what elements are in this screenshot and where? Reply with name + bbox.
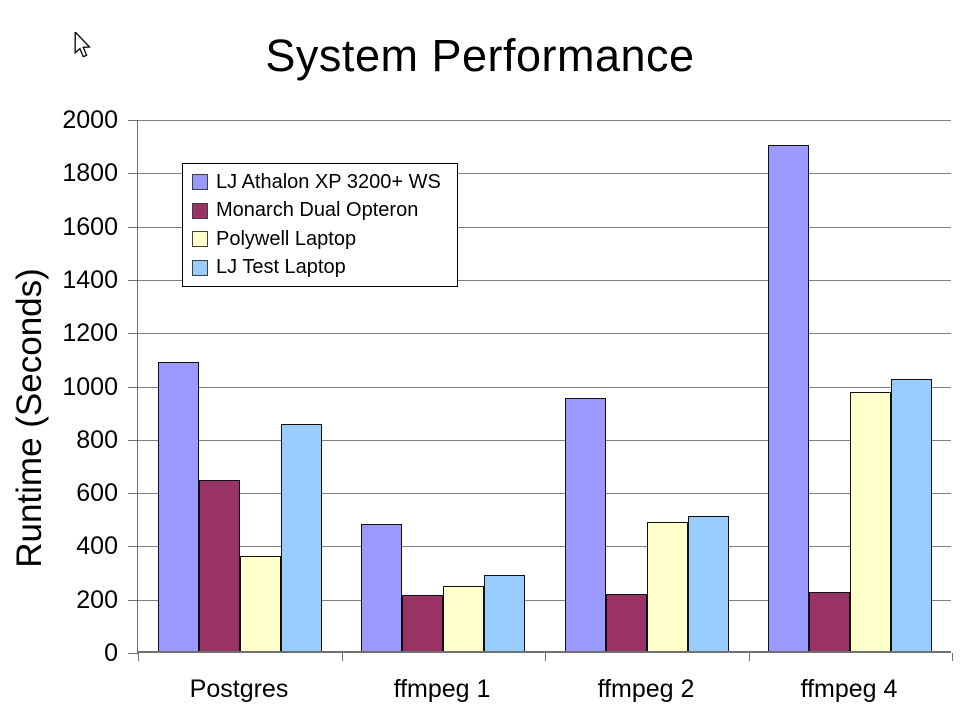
- legend-item: Monarch Dual Opteron: [192, 199, 451, 222]
- bar-ffmpeg-1-series-2: [443, 586, 484, 651]
- plot-area: [128, 120, 953, 661]
- gridline-1600: [138, 227, 951, 228]
- bar-ffmpeg-2-series-3: [688, 516, 729, 651]
- y-tick-mark: [128, 173, 138, 174]
- y-tick-mark: [128, 387, 138, 388]
- y-tick-mark: [128, 440, 138, 441]
- gridline-1400: [138, 280, 951, 281]
- x-tick-mark: [545, 653, 546, 661]
- y-tick-mark: [128, 546, 138, 547]
- bar-ffmpeg-1-series-3: [484, 575, 525, 651]
- y-tick-label: 800: [76, 426, 118, 454]
- bar-ffmpeg-4-series-0: [768, 145, 809, 651]
- gridline-2000: [138, 120, 951, 121]
- gridline-800: [138, 440, 951, 441]
- x-category-label: Postgres: [189, 675, 289, 703]
- legend-swatch-icon: [192, 174, 208, 191]
- bar-ffmpeg-1-series-1: [402, 595, 443, 651]
- bar-postgres-series-2: [240, 556, 281, 651]
- y-axis-tick-labels: 0 200 400 600 800 1000 1200 1400 1600 1800 2000: [0, 108, 118, 666]
- gridline-600: [138, 493, 951, 494]
- legend-item: LJ Test Laptop: [192, 256, 451, 279]
- y-tick-label: 200: [76, 586, 118, 614]
- bar-ffmpeg-4-series-3: [891, 379, 932, 651]
- y-tick-mark: [128, 227, 138, 228]
- bar-ffmpeg-2-series-2: [647, 522, 688, 651]
- bar-ffmpeg-2-series-0: [565, 398, 606, 651]
- bar-ffmpeg-2-series-1: [606, 594, 647, 651]
- y-tick-label: 1600: [62, 213, 118, 241]
- legend-swatch-icon: [192, 259, 208, 276]
- legend: LJ Athalon XP 3200+ WS Monarch Dual Opter…: [182, 163, 458, 287]
- y-tick-label: 0: [104, 639, 118, 667]
- chart-title: System Performance: [265, 30, 695, 81]
- gridline-200: [138, 600, 951, 601]
- gridline-400: [138, 546, 951, 547]
- bar-postgres-series-1: [199, 480, 240, 651]
- bar-ffmpeg-4-series-1: [809, 592, 850, 651]
- gridline-1200: [138, 333, 951, 334]
- x-tick-mark: [749, 653, 750, 661]
- y-tick-mark: [128, 600, 138, 601]
- gridline-1800: [138, 173, 951, 174]
- y-tick-label: 400: [76, 532, 118, 560]
- y-tick-mark: [128, 280, 138, 281]
- x-category-label: ffmpeg 4: [800, 675, 898, 703]
- y-tick-mark: [128, 653, 138, 654]
- legend-item-label: Polywell Laptop: [216, 227, 357, 250]
- legend-swatch-icon: [192, 231, 208, 248]
- legend-item: LJ Athalon XP 3200+ WS: [192, 171, 451, 194]
- y-tick-mark: [128, 333, 138, 334]
- legend-item: Polywell Laptop: [192, 228, 451, 251]
- y-tick-label: 1400: [62, 266, 118, 294]
- legend-swatch-icon: [192, 202, 208, 219]
- bar-postgres-series-0: [158, 362, 199, 651]
- bar-postgres-series-3: [281, 424, 322, 651]
- legend-item-label: Monarch Dual Opteron: [216, 199, 419, 222]
- x-tick-mark: [138, 653, 139, 661]
- x-category-label: ffmpeg 2: [597, 675, 695, 703]
- x-category-label: ffmpeg 1: [393, 675, 491, 703]
- y-tick-label: 2000: [62, 106, 118, 134]
- y-tick-label: 1800: [62, 159, 118, 187]
- gridline-1000: [138, 387, 951, 388]
- bar-ffmpeg-4-series-2: [850, 392, 891, 651]
- mouse-arrow-cursor-icon: [74, 32, 91, 58]
- y-tick-mark: [128, 493, 138, 494]
- y-tick-label: 1000: [62, 373, 118, 401]
- legend-item-label: LJ Athalon XP 3200+ WS: [216, 170, 441, 193]
- y-tick-label: 1200: [62, 319, 118, 347]
- x-tick-mark: [952, 653, 953, 661]
- legend-item-label: LJ Test Laptop: [216, 256, 346, 279]
- y-tick-label: 600: [76, 479, 118, 507]
- x-tick-mark: [342, 653, 343, 661]
- bar-ffmpeg-1-series-0: [361, 524, 402, 651]
- y-tick-mark: [128, 120, 138, 121]
